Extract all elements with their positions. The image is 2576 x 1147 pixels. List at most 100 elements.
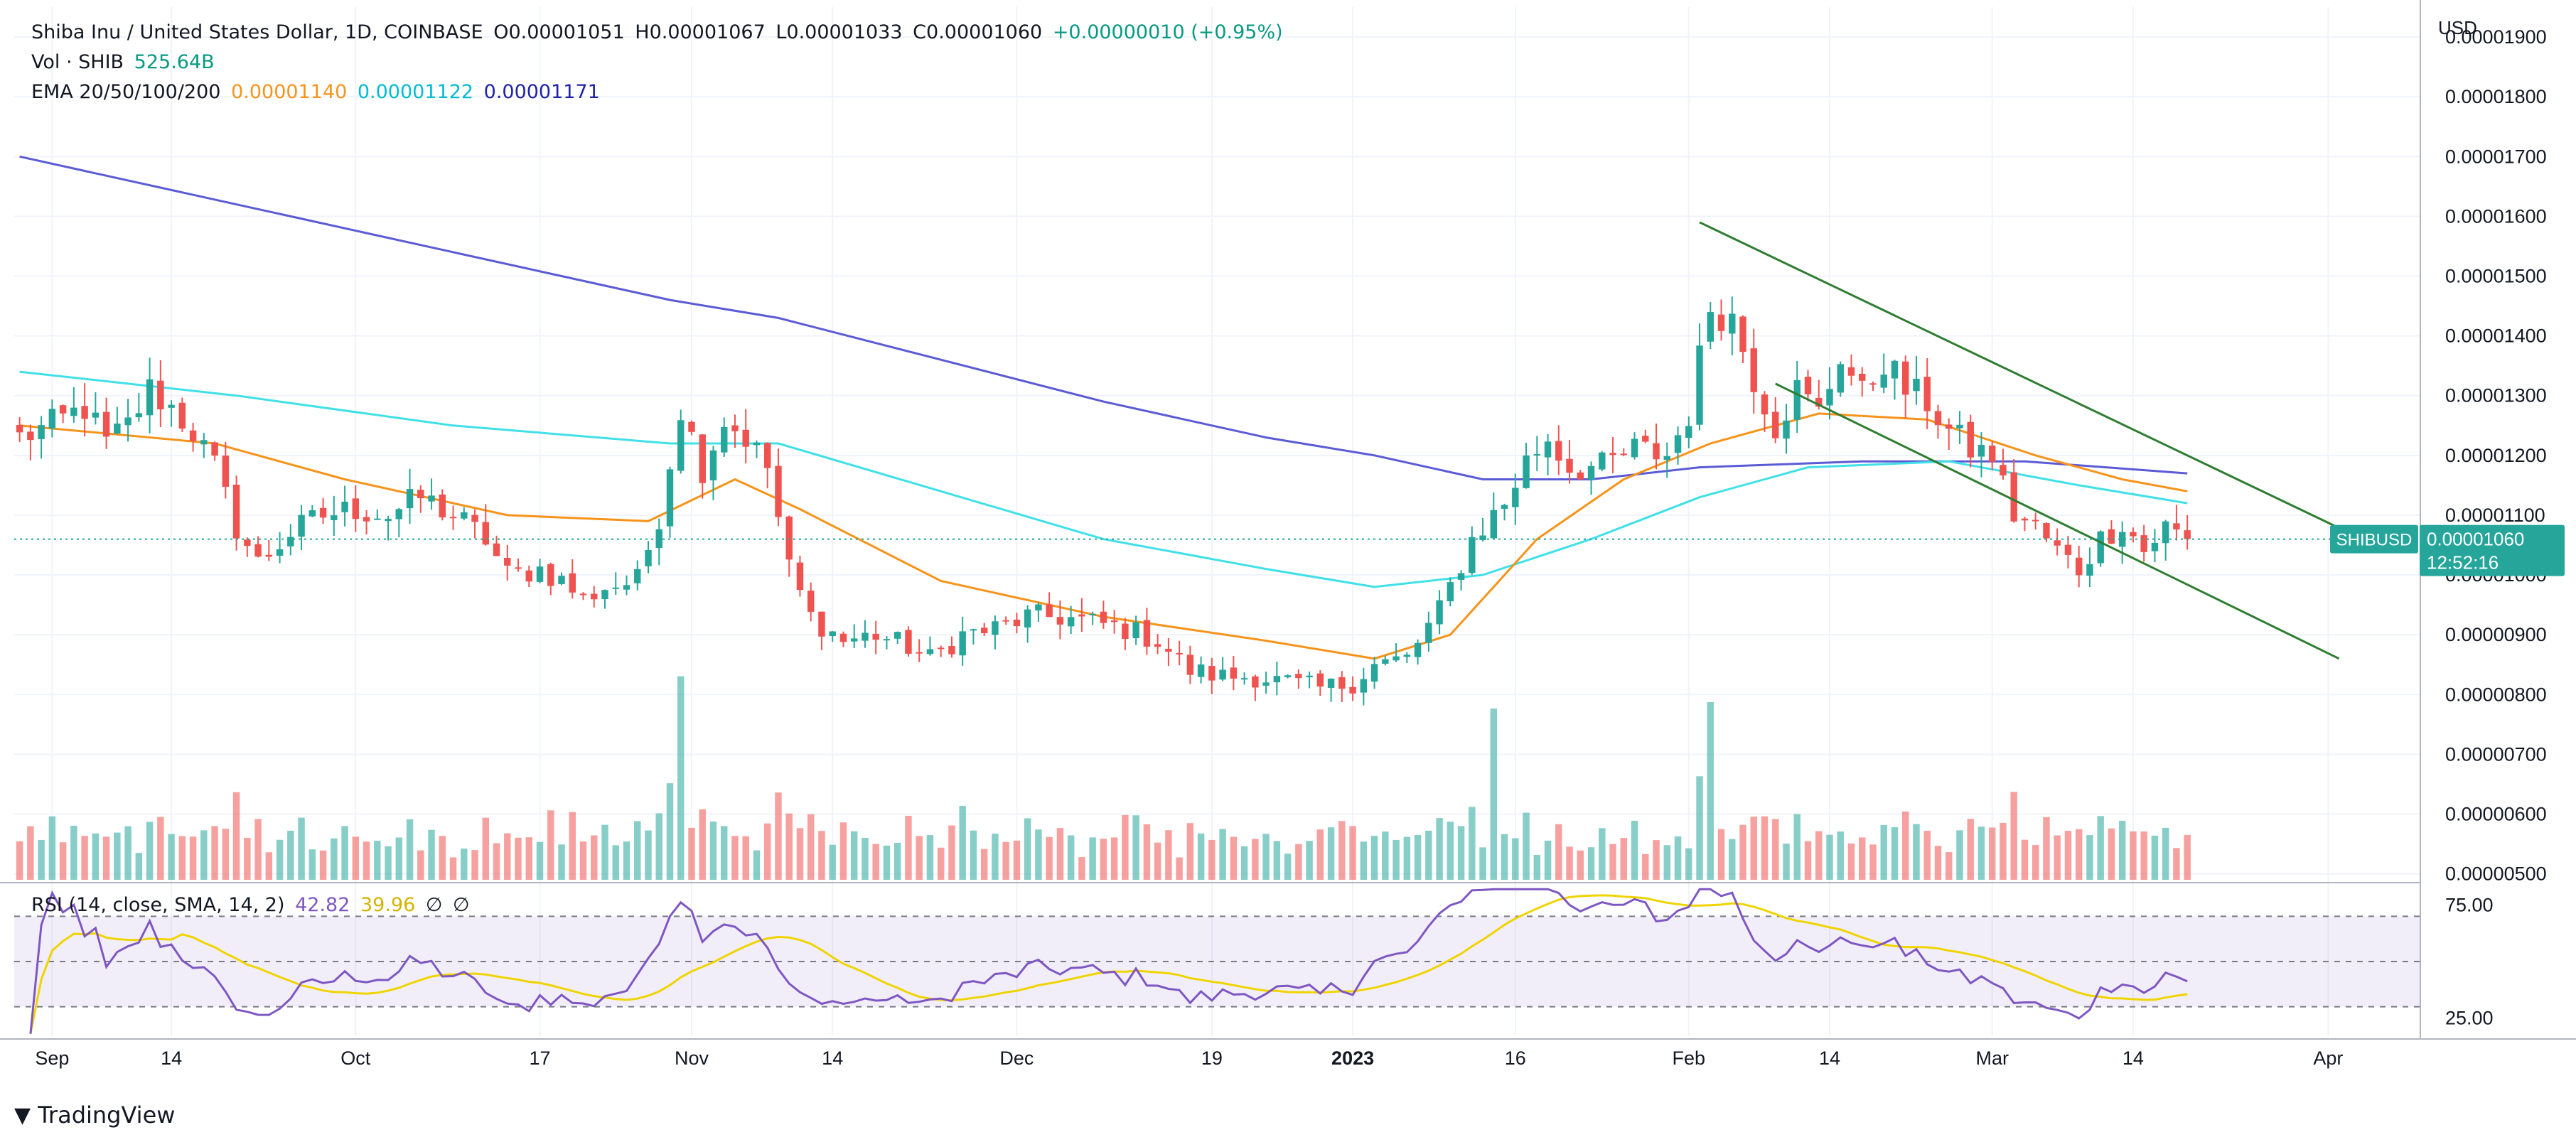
candle-body [916,652,923,654]
volume-bar [785,813,793,880]
candle-body [883,639,891,641]
candle-body [1013,619,1021,627]
volume-bar [1620,838,1628,880]
time-tick-label: 14 [1819,1048,1840,1069]
volume-bar [504,833,511,880]
candle-body [1685,426,1692,438]
volume-bar [1392,839,1400,880]
volume-bar [1338,821,1346,880]
candlesticks [16,296,2191,706]
volume-bar [319,850,327,880]
volume-bar [2054,835,2061,880]
candle-body [1642,436,1649,442]
price-axis[interactable]: 0.00001900 0.00001800 0.00001700 0.00001600… [2445,26,2547,1028]
volume-legend[interactable]: Vol · SHIB 525.64B [31,51,219,73]
ema50-line [19,370,2188,588]
rsi-line [29,888,2188,1034]
candle-body [461,512,468,519]
candle-body [525,570,532,582]
time-tick-label: Feb [1673,1048,1706,1069]
volume-bar [1447,822,1454,880]
candle-body [1902,361,1909,395]
candle-body [2021,518,2029,521]
descending-channel[interactable] [1699,221,2351,660]
candle-body [1392,656,1400,661]
candle-body [1316,673,1324,687]
candle-body [1512,488,1519,507]
candle-body [688,421,695,432]
candle-body [2173,523,2180,530]
open-label: O [493,21,509,43]
candle-body [178,402,186,429]
candle-body [1783,420,1790,439]
candle-body [319,507,327,518]
open-value: 0.00001051 [508,21,625,43]
candle-body [591,593,598,600]
volume-label: Vol · SHIB [31,51,124,73]
ema50-value: 0.00001122 [357,81,474,103]
volume-bar [374,840,381,880]
candle-body [926,649,934,655]
candle-body [232,485,240,539]
candle-body [893,632,901,639]
candle-body [38,425,45,439]
volume-bar [2151,835,2159,880]
volume-bar [482,817,490,880]
volume-bar [428,829,435,880]
ema-label: EMA 20/50/100/200 [31,81,221,103]
time-axis[interactable]: Sep 14 Oct 17 Nov 14 Dec 19 2023 16 Feb 14 Mar 14 Apr [35,1048,2343,1069]
ema-legend[interactable]: EMA 20/50/100/200 0.00001140 0.00001122 … [31,81,604,103]
volume-bar [1165,830,1172,880]
candle-body [2010,472,2017,522]
volume-bar [1750,817,1757,880]
volume-bar [948,825,955,880]
candle-body [1370,664,1378,682]
volume-bar [1252,839,1259,880]
volume-bar [265,852,273,880]
candle-body [200,440,208,445]
candle-body [753,442,761,446]
volume-bar [1555,824,1562,880]
candle-body [1815,397,1823,407]
volume-bar [1761,816,1769,880]
candle-body [1457,573,1465,580]
price-tick-label: 0.00001400 [2445,325,2547,347]
volume-bar [1772,819,1779,880]
volume-bar [81,836,88,880]
candle-body [2097,531,2104,564]
candle-body [92,412,100,418]
volume-bar [70,825,77,880]
tradingview-brand[interactable]: ▼ TradingView [14,1102,175,1129]
volume-bar [1176,857,1183,880]
symbol-title[interactable]: Shiba Inu / United States Dollar, 1D, CO… [31,21,483,43]
volume-bar [1024,818,1031,880]
volume-bar [1208,839,1215,880]
candle-body [352,498,360,519]
rsi-legend[interactable]: RSI (14, close, SMA, 14, 2) 42.82 39.96 … [31,894,474,916]
volume-bar [1469,807,1476,880]
candle-body [1945,424,1953,429]
volume-bar [352,836,360,880]
volume-bar [2184,834,2191,880]
rsi-symbol-2: ∅ [453,894,470,916]
candle-body [1219,669,1226,680]
candle-body [839,633,847,642]
volume-bar [731,836,739,880]
candle-body [558,576,565,584]
candle-body [1360,679,1368,693]
volume-bar [905,815,912,880]
volume-bar [796,828,804,880]
volume-bar [1306,841,1313,880]
candle-body [1024,609,1031,628]
price-tick-label: 0.00001600 [2445,205,2547,227]
rsi-label: RSI (14, close, SMA, 14, 2) [31,894,285,916]
candle-body [785,516,793,560]
volume-bar [1414,835,1422,880]
symbol-legend[interactable]: Shiba Inu / United States Dollar, 1D, CO… [31,21,1287,43]
candle-body [102,411,110,437]
volume-bar [2064,831,2072,880]
candle-body [515,567,522,569]
volume-bar [1642,853,1649,880]
candle-body [168,404,175,408]
